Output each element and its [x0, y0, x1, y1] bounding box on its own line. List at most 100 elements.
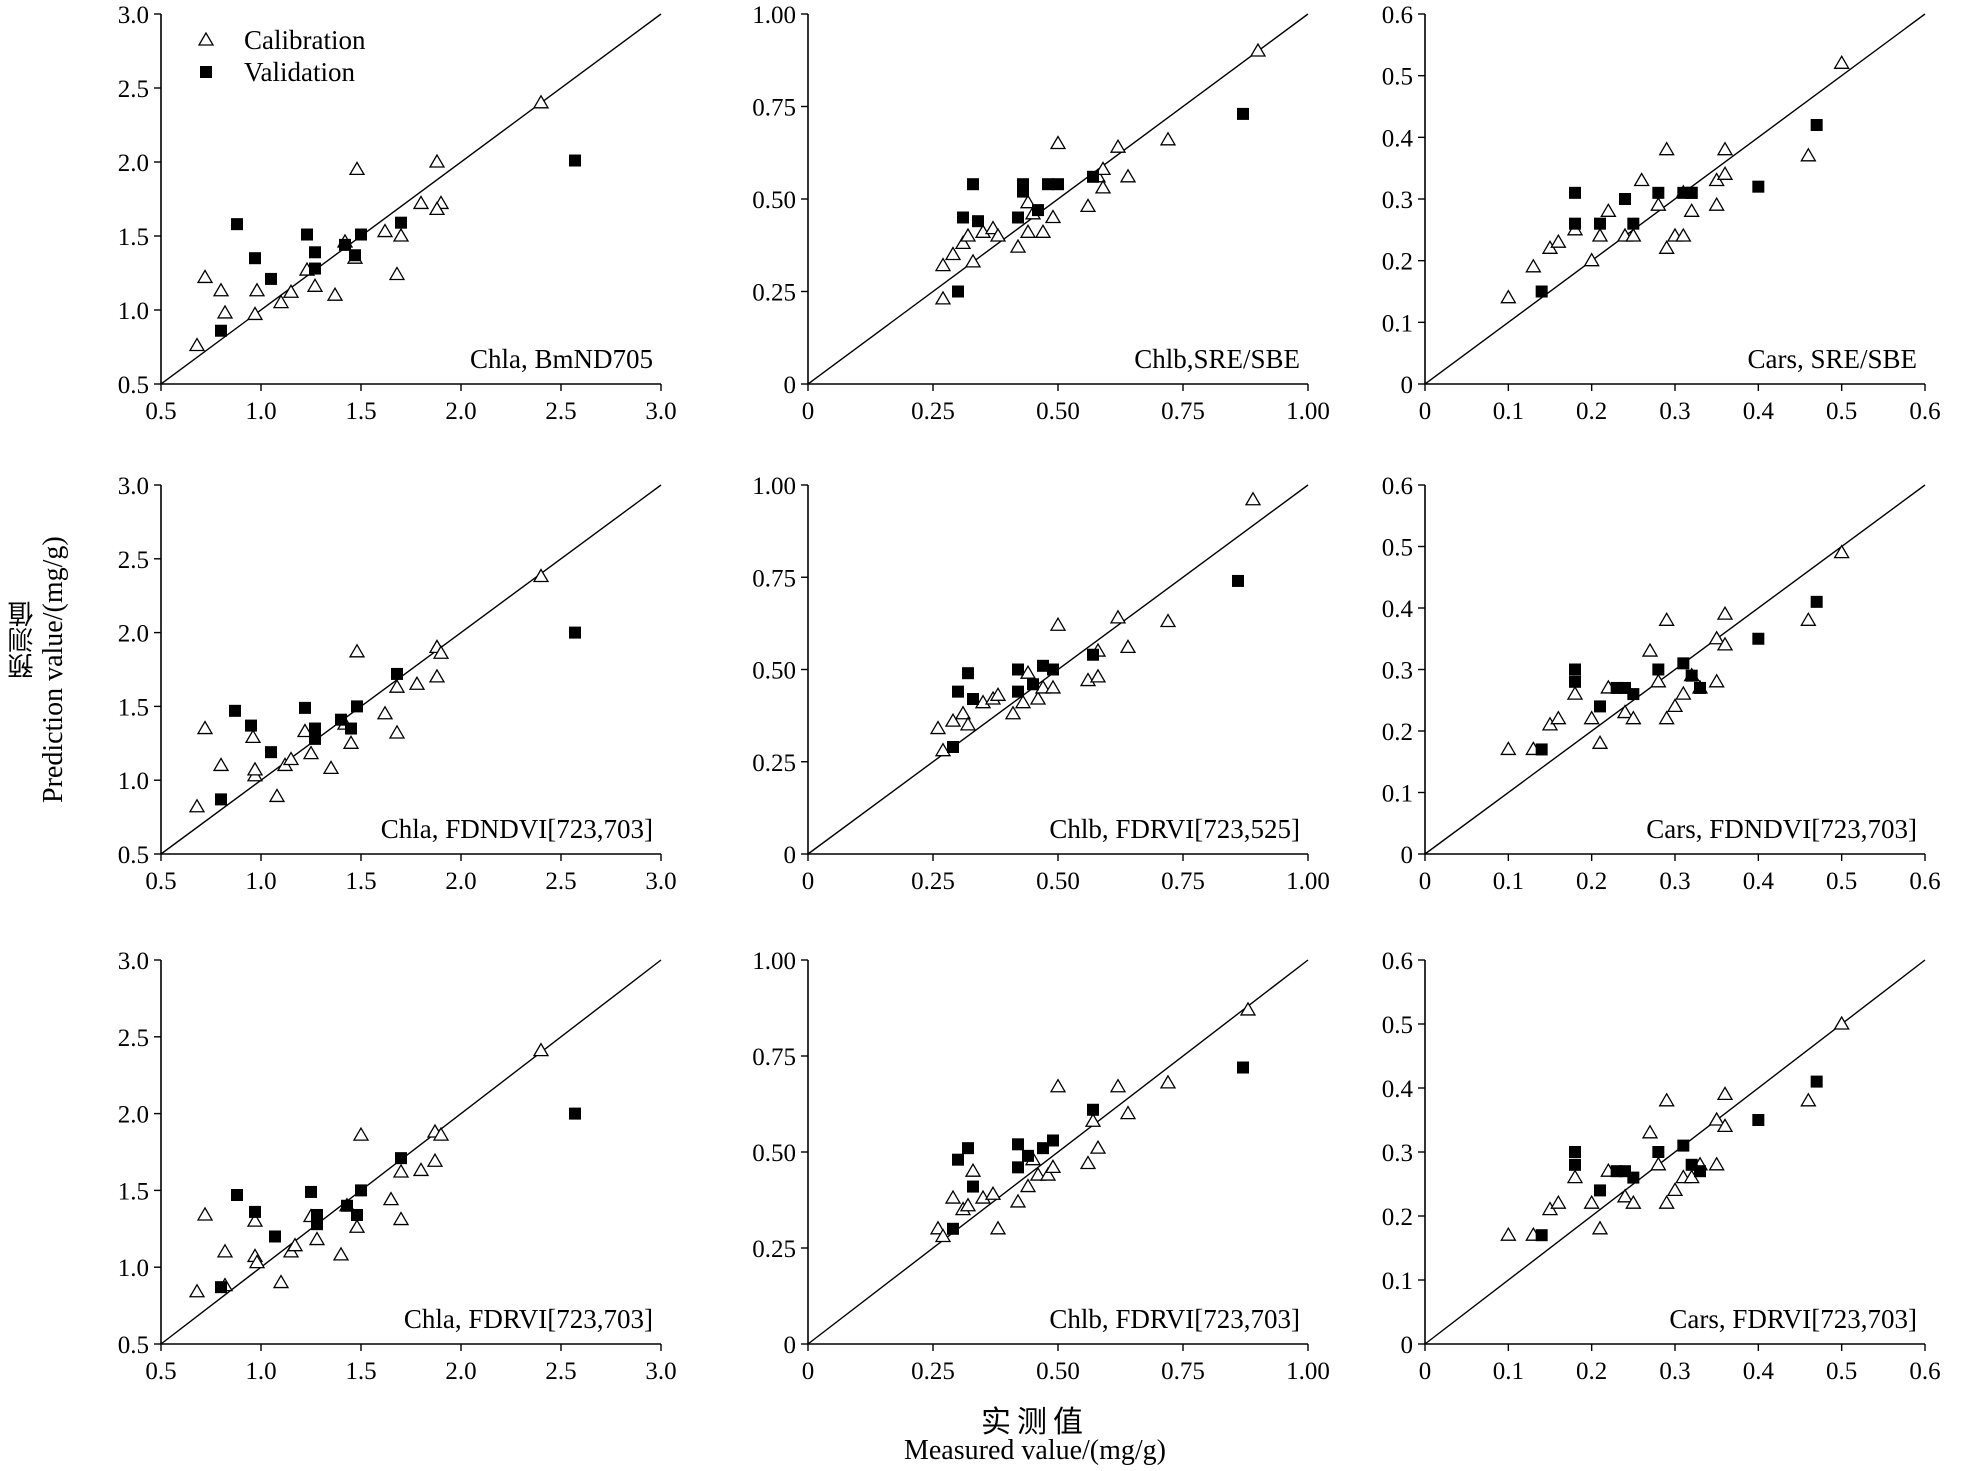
calibration-point: [432, 644, 450, 659]
calibration-point: [432, 1126, 450, 1141]
x-tick-label: 0.25: [911, 868, 955, 895]
x-tick-label: 0.50: [1036, 1358, 1080, 1385]
validation-point: [1012, 1161, 1024, 1174]
calibration-point: [246, 761, 264, 776]
x-tick-label: 0.4: [1743, 398, 1775, 425]
validation-point: [967, 178, 979, 191]
scatter-panel-3: 0 0.1 0.2 0.3 0.4 0.5 0.6 0 0.1 0.2 0.3 0.4 0.5 0.6 Ca…: [1382, 2, 1941, 425]
one-to-one-line: [1424, 484, 1926, 855]
y-tick-label: 3.0: [118, 473, 149, 500]
calibration-point: [964, 1162, 982, 1177]
calibration-point: [1716, 605, 1734, 620]
calibration-point: [196, 1206, 214, 1221]
calibration-point: [1119, 639, 1137, 654]
scatter-panel-4: 0.5 1.0 1.5 2.0 2.5 3.0 0.5 1.0 1.5 2.0 2.5 3.0 Chla…: [118, 473, 677, 895]
calibration-point: [1159, 1074, 1177, 1089]
calibration-point: [934, 290, 952, 305]
y-tick-label: 1.5: [118, 1178, 149, 1205]
calibration-point: [212, 282, 230, 297]
y-tick-label: 0.25: [752, 280, 796, 307]
x-tick-label: 2.0: [445, 868, 476, 895]
calibration-point: [1591, 1220, 1609, 1235]
panel-annotation: Chla, FDNDVI[723,703]: [381, 814, 653, 844]
validation-point: [249, 252, 261, 265]
validation-point: [569, 154, 581, 167]
calibration-point: [929, 720, 947, 735]
calibration-point: [412, 1162, 430, 1177]
validation-point: [215, 793, 227, 806]
x-tick-label: 2.0: [445, 1358, 476, 1385]
validation-point: [1232, 574, 1244, 587]
calibration-point: [964, 253, 982, 268]
validation-point: [1594, 217, 1606, 230]
y-tick-label: 1.00: [752, 473, 796, 500]
calibration-point: [1583, 710, 1600, 725]
y-tick-label: 0.2: [1382, 719, 1413, 746]
validation-point: [395, 216, 407, 229]
calibration-point: [1049, 135, 1067, 150]
x-tick-label: 0.6: [1909, 1358, 1940, 1385]
y-tick-label: 1.00: [752, 2, 796, 29]
x-tick-label: 0.3: [1659, 868, 1690, 895]
x-tick-label: 1.00: [1286, 1358, 1330, 1385]
y-tick-label: 0.2: [1382, 1204, 1413, 1231]
calibration-point: [322, 760, 340, 775]
x-tick-label: 0.5: [1826, 1358, 1857, 1385]
calibration-point: [1239, 1001, 1257, 1016]
y-tick-label: 1.00: [752, 948, 796, 975]
validation-point: [967, 693, 979, 706]
panel-annotation: Cars, FDRVI[723,703]: [1669, 1304, 1917, 1334]
calibration-point: [1833, 544, 1850, 559]
calibration-point: [1159, 131, 1177, 146]
calibration-point: [1591, 227, 1609, 242]
scatter-panel-9: 0 0.1 0.2 0.3 0.4 0.5 0.6 0 0.1 0.2 0.3 0.4 0.5 0.6 Ca…: [1382, 948, 1941, 1385]
calibration-point: [1591, 735, 1609, 749]
calibration-point: [282, 283, 300, 298]
validation-point: [1685, 669, 1698, 682]
calibration-point: [1079, 1155, 1097, 1170]
validation-point: [952, 1153, 964, 1166]
x-tick-label: 0.5: [145, 1358, 176, 1385]
validation-point: [1677, 657, 1690, 670]
calibration-point: [989, 227, 1007, 242]
x-tick-label: 0.3: [1659, 1358, 1690, 1385]
calibration-point: [1708, 196, 1725, 211]
x-tick-label: 0.50: [1036, 868, 1080, 895]
validation-point: [391, 667, 403, 680]
validation-point: [231, 218, 243, 231]
calibration-point: [272, 294, 290, 309]
y-tick-label: 0.5: [1382, 64, 1413, 91]
calibration-point: [348, 643, 366, 658]
x-tick-label: 0.5: [1826, 868, 1857, 895]
calibration-point: [308, 1231, 326, 1246]
x-tick-label: 1.00: [1286, 868, 1330, 895]
x-tick-label: 0.6: [1909, 868, 1940, 895]
calibration-point: [246, 1212, 264, 1227]
validation-point: [1535, 1229, 1548, 1242]
x-tick-label: 0.1: [1493, 868, 1524, 895]
validation-point: [1047, 1134, 1059, 1147]
validation-point: [962, 667, 974, 680]
calibration-point: [376, 705, 394, 720]
calibration-point: [959, 1197, 977, 1212]
one-to-one-line: [160, 959, 662, 1345]
legend-calibration-marker: [197, 31, 215, 46]
calibration-point: [974, 224, 992, 238]
calibration-point: [989, 1220, 1007, 1235]
calibration-point: [282, 751, 300, 766]
legend-validation-marker: [200, 66, 212, 78]
validation-point: [215, 324, 227, 337]
validation-point: [1087, 1103, 1099, 1116]
calibration-point: [332, 1246, 350, 1261]
validation-point: [249, 1205, 261, 1218]
calibration-point: [1708, 630, 1725, 645]
calibration-point: [1084, 1112, 1102, 1127]
calibration-point: [954, 235, 972, 250]
calibration-point: [246, 306, 264, 321]
one-to-one-line: [807, 959, 1309, 1345]
calibration-point: [1550, 710, 1567, 725]
calibration-point: [1708, 1111, 1725, 1126]
y-tick-label: 1.0: [118, 1255, 149, 1282]
panel-annotation: Chlb, FDRVI[723,525]: [1049, 814, 1300, 844]
calibration-point: [1079, 198, 1097, 213]
